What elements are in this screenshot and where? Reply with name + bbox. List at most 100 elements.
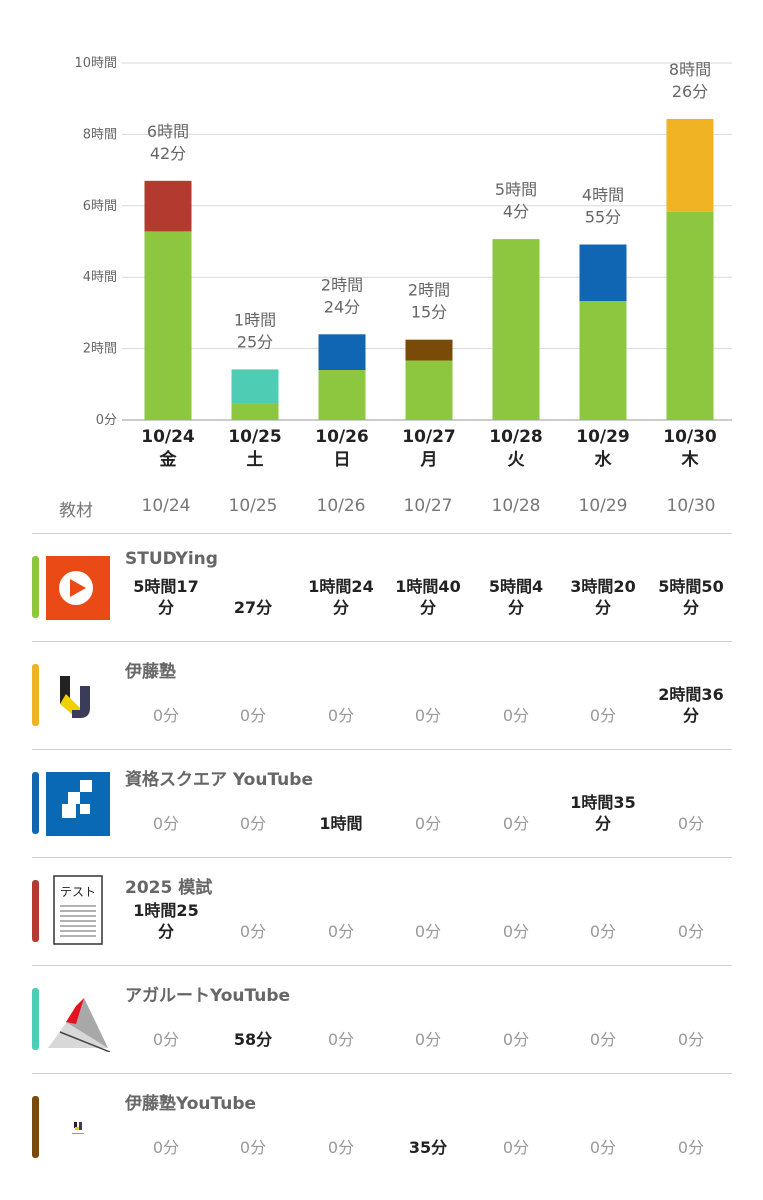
- row-divider: [32, 965, 732, 966]
- bar-segment: [318, 334, 366, 371]
- table-row: 伊藤塾YouTube 0分 0分 0分 35分 0分 0分 0分: [0, 1074, 763, 1182]
- table-row: 資格スクエア YouTube 0分 0分 1時間 0分 0分 1時間35 分 0分: [0, 750, 763, 858]
- bar-segment: [144, 180, 192, 232]
- time-cell: 0分: [589, 1030, 617, 1049]
- time-cell: 0分: [677, 1030, 705, 1049]
- time-cell: 1時間25 分: [133, 901, 199, 941]
- material-name: STUDYing: [125, 549, 218, 569]
- time-cell: 5時間50 分: [658, 577, 724, 617]
- studying-play-icon: [46, 556, 110, 620]
- time-cell: 35分: [408, 1138, 448, 1157]
- x-weekday-label: 金: [159, 449, 178, 470]
- x-weekday-label: 日: [334, 450, 351, 470]
- row-color-bar: [32, 556, 39, 618]
- time-cell: 0分: [239, 922, 267, 941]
- x-weekday-label: 火: [508, 450, 526, 470]
- material-column-label: 教材: [59, 501, 93, 521]
- time-cell: 0分: [589, 706, 617, 725]
- time-cell: 0分: [239, 1138, 267, 1157]
- time-cell: 1時間40 分: [395, 577, 461, 617]
- bar-segment: [405, 339, 453, 361]
- bar-segment: [666, 118, 714, 212]
- study-time-chart: 0分 2時間 4時間 6時間 8時間 10時間 6時間 42分 10/24金 1時間 25分 10/2…: [74, 56, 732, 470]
- x-date-label: 10/25: [228, 427, 282, 447]
- bar-segment: [579, 244, 627, 302]
- time-cell: 5時間17 分: [133, 577, 199, 617]
- bar-total-label: 55分: [585, 207, 621, 226]
- bar-total-label: 42分: [150, 144, 186, 163]
- table-row: テスト 2025 模試 1時間25 分 0分 0分 0分 0分 0分 0分: [0, 858, 763, 966]
- x-weekday-label: 土: [247, 449, 264, 470]
- bar-total-label: 26分: [672, 82, 708, 101]
- bar-segment: [231, 369, 279, 404]
- row-divider: [32, 857, 732, 858]
- bar-segment: [492, 239, 540, 420]
- time-cell: 0分: [677, 814, 705, 833]
- bar-segment: [666, 211, 714, 420]
- bar-segment: [318, 370, 366, 420]
- row-color-bar: [32, 664, 39, 726]
- x-date-label: 10/30: [663, 427, 717, 447]
- time-cell: 0分: [327, 922, 355, 941]
- time-cell: 0分: [152, 706, 180, 725]
- row-color-bar: [32, 880, 39, 942]
- time-cell: 2時間36 分: [658, 685, 724, 725]
- agaroot-logo-icon: [46, 988, 111, 1053]
- time-cell: 0分: [239, 814, 267, 833]
- bar-total-label: 15分: [411, 303, 447, 322]
- row-color-bar: [32, 772, 39, 834]
- material-name: 伊藤塾YouTube: [125, 1094, 257, 1114]
- date-column-header: 10/27: [403, 496, 453, 516]
- date-column-header: 10/24: [141, 496, 191, 516]
- y-tick-label: 2時間: [83, 342, 117, 357]
- time-cell: 0分: [152, 1138, 180, 1157]
- time-cell: 58分: [233, 1030, 273, 1049]
- row-divider: [32, 533, 732, 534]
- time-cell: 0分: [239, 706, 267, 725]
- time-cell: 0分: [677, 922, 705, 941]
- time-cell: 0分: [502, 706, 530, 725]
- time-cell: 27分: [233, 598, 273, 617]
- y-tick-label: 6時間: [83, 199, 117, 214]
- time-cell: 0分: [502, 1138, 530, 1157]
- material-name: 2025 模試: [125, 878, 213, 898]
- test-paper-icon: テスト: [46, 874, 110, 945]
- time-cell: 0分: [152, 814, 180, 833]
- itojuku-logo-icon: [46, 664, 110, 728]
- y-tick-label: 8時間: [83, 127, 117, 142]
- bar-total-label: 4時間: [582, 185, 624, 204]
- table-row: STUDYing 5時間17 分 27分 1時間24 分 1時間40 分 5時間4 分 3時間20 分…: [0, 534, 763, 642]
- time-cell: 0分: [502, 814, 530, 833]
- time-cell: 0分: [414, 706, 442, 725]
- time-cell: 1時間35 分: [570, 793, 636, 833]
- date-column-header: 10/30: [666, 496, 716, 516]
- table-row: 伊藤塾 0分 0分 0分 0分 0分 0分 2時間36 分: [0, 642, 763, 750]
- bar-total-label: 24分: [324, 297, 360, 316]
- svg-text:テスト: テスト: [60, 885, 96, 899]
- row-divider: [32, 641, 732, 642]
- time-cell: 0分: [502, 922, 530, 941]
- time-cell: 0分: [327, 1138, 355, 1157]
- time-cell: 0分: [589, 922, 617, 941]
- row-divider: [32, 749, 732, 750]
- x-date-label: 10/26: [315, 427, 369, 447]
- material-name: 資格スクエア YouTube: [125, 770, 313, 790]
- row-divider: [32, 1073, 732, 1074]
- x-date-label: 10/29: [576, 427, 630, 447]
- x-weekday-label: 月: [420, 450, 438, 470]
- y-tick-label: 4時間: [83, 270, 117, 285]
- table-row: アガルートYouTube 0分 58分 0分 0分 0分 0分 0分: [0, 966, 763, 1074]
- bar-total-label: 1時間: [234, 310, 276, 329]
- time-cell: 1時間24 分: [308, 577, 374, 617]
- date-column-header: 10/26: [316, 496, 366, 516]
- itojuku-small-logo-icon: [46, 1096, 110, 1160]
- time-cell: 0分: [414, 814, 442, 833]
- bar-total-label: 8時間: [669, 60, 711, 79]
- time-cell: 0分: [327, 1030, 355, 1049]
- time-cell: 3時間20 分: [570, 577, 636, 617]
- bar-segment: [405, 360, 453, 420]
- bar-total-label: 6時間: [147, 122, 189, 141]
- time-cell: 0分: [589, 1138, 617, 1157]
- time-cell: 0分: [502, 1030, 530, 1049]
- x-date-label: 10/28: [489, 427, 543, 447]
